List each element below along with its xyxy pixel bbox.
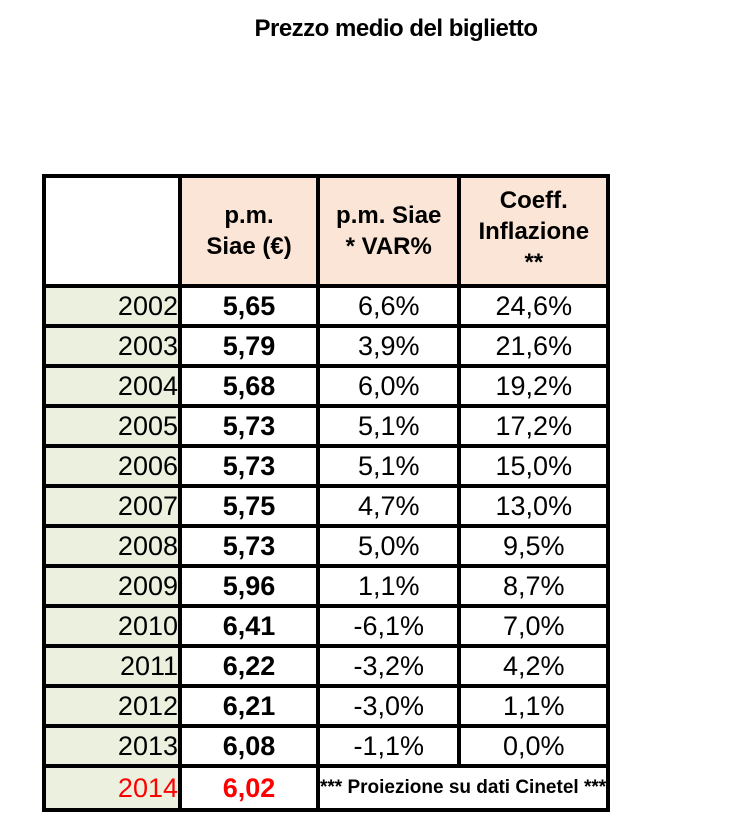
pm-siae-cell: 5,73 [178, 444, 320, 488]
inflazione-cell: 21,6% [457, 324, 611, 368]
header-coeff-inflazione-line2: Inflazione [478, 217, 590, 245]
inflazione-cell: 19,2% [457, 364, 611, 408]
header-coeff-inflazione: Coeff. Inflazione ** [457, 174, 611, 288]
var-pct-cell: -1,1% [315, 724, 462, 768]
table-row: 2002 5,65 6,6% 24,6% [42, 284, 611, 328]
var-pct-cell: 1,1% [315, 564, 462, 608]
pm-siae-cell: 5,73 [178, 404, 320, 448]
pm-siae-cell: 6,21 [178, 684, 320, 728]
inflazione-cell: 17,2% [457, 404, 611, 448]
table-row: 2005 5,73 5,1% 17,2% [42, 404, 611, 448]
table-row: 2012 6,21 -3,0% 1,1% [42, 684, 611, 728]
var-pct-cell: 6,6% [315, 284, 462, 328]
year-cell: 2007 [42, 484, 182, 528]
year-cell: 2004 [42, 364, 182, 408]
year-cell: 2013 [42, 724, 182, 768]
table-row: 2013 6,08 -1,1% 0,0% [42, 724, 611, 768]
pm-siae-cell: 5,79 [178, 324, 320, 368]
pm-siae-cell: 5,96 [178, 564, 320, 608]
pm-siae-cell: 6,41 [178, 604, 320, 648]
header-spacer-cell [42, 174, 182, 288]
year-cell: 2009 [42, 564, 182, 608]
year-cell: 2005 [42, 404, 182, 448]
table-row: 2007 5,75 4,7% 13,0% [42, 484, 611, 528]
header-pm-siae-var-line1: p.m. Siae [336, 202, 442, 229]
year-cell: 2002 [42, 284, 182, 328]
year-cell: 2008 [42, 524, 182, 568]
pm-siae-cell: 5,65 [178, 284, 320, 328]
var-pct-cell: -3,2% [315, 644, 462, 688]
pm-siae-cell: 6,08 [178, 724, 320, 768]
table-row: 2003 5,79 3,9% 21,6% [42, 324, 611, 368]
var-pct-cell: 3,9% [315, 324, 462, 368]
var-pct-cell: 5,1% [315, 404, 462, 448]
inflazione-cell: 0,0% [457, 724, 611, 768]
inflazione-cell: 24,6% [457, 284, 611, 328]
var-pct-cell: 6,0% [315, 364, 462, 408]
pm-siae-cell: 6,22 [178, 644, 320, 688]
inflazione-cell: 13,0% [457, 484, 611, 528]
inflazione-cell: 8,7% [457, 564, 611, 608]
var-pct-cell: -6,1% [315, 604, 462, 648]
table-row: 2011 6,22 -3,2% 4,2% [42, 644, 611, 688]
table-body: 2002 5,65 6,6% 24,6% 2003 5,79 3,9% 21,6… [42, 284, 611, 812]
year-cell: 2006 [42, 444, 182, 488]
inflazione-cell: 1,1% [457, 684, 611, 728]
inflazione-cell: 15,0% [457, 444, 611, 488]
header-coeff-inflazione-line1: Coeff. [499, 186, 568, 214]
var-pct-cell: 5,0% [315, 524, 462, 568]
year-cell: 2011 [42, 644, 182, 688]
var-pct-cell: 4,7% [315, 484, 462, 528]
year-cell: 2003 [42, 324, 182, 368]
var-pct-cell: -3,0% [315, 684, 462, 728]
var-pct-cell: 5,1% [315, 444, 462, 488]
inflazione-cell: 9,5% [457, 524, 611, 568]
page-title: Prezzo medio del biglietto [254, 15, 538, 42]
header-pm-siae-line1: p.m. [224, 202, 274, 229]
header-coeff-inflazione-line3: ** [524, 248, 544, 276]
projection-row: 2014 6,02 *** Proiezione su dati Cinetel… [42, 764, 611, 812]
year-cell: 2010 [42, 604, 182, 648]
header-row: p.m. Siae (€) p.m. Siae * VAR% Coeff. In… [42, 174, 611, 288]
header-pm-siae-var-line2: * VAR% [345, 233, 432, 260]
year-cell: 2014 [42, 764, 182, 812]
header-pm-siae: p.m. Siae (€) [178, 174, 320, 288]
header-pm-siae-var: p.m. Siae * VAR% [315, 174, 462, 288]
pm-siae-cell: 5,73 [178, 524, 320, 568]
inflazione-cell: 4,2% [457, 644, 611, 688]
header-pm-siae-line2: Siae (€) [206, 233, 292, 260]
table-row: 2006 5,73 5,1% 15,0% [42, 444, 611, 488]
year-cell: 2012 [42, 684, 182, 728]
table-row: 2010 6,41 -6,1% 7,0% [42, 604, 611, 648]
table-row: 2009 5,96 1,1% 8,7% [42, 564, 611, 608]
projection-note: *** Proiezione su dati Cinetel *** [315, 764, 611, 812]
inflazione-cell: 7,0% [457, 604, 611, 648]
table-row: 2004 5,68 6,0% 19,2% [42, 364, 611, 408]
pm-siae-cell: 5,75 [178, 484, 320, 528]
price-table: p.m. Siae (€) p.m. Siae * VAR% Coeff. In… [42, 174, 611, 812]
pm-siae-cell: 6,02 [178, 764, 320, 812]
pm-siae-cell: 5,68 [178, 364, 320, 408]
table-row: 2008 5,73 5,0% 9,5% [42, 524, 611, 568]
